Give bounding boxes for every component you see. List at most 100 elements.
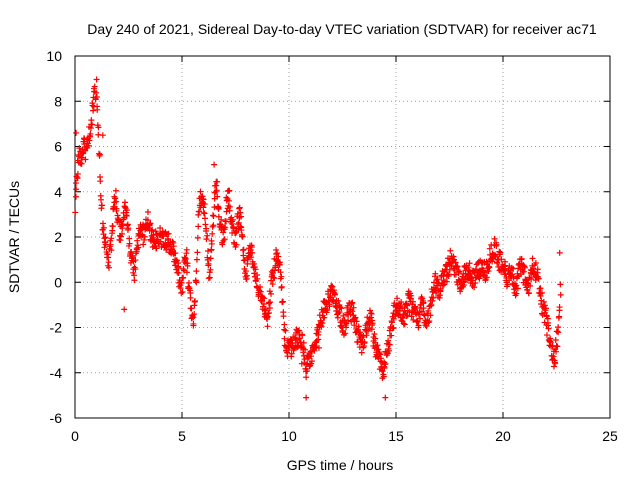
data-point — [193, 256, 200, 263]
data-point — [541, 302, 548, 309]
data-point — [501, 265, 508, 272]
data-point — [551, 363, 558, 370]
data-point — [203, 236, 210, 243]
data-point — [335, 298, 342, 305]
data-point — [349, 299, 356, 306]
data-point — [188, 305, 195, 312]
data-point — [109, 223, 116, 230]
data-point — [538, 310, 545, 317]
data-point — [537, 292, 544, 299]
data-point — [532, 259, 539, 266]
data-point — [414, 318, 421, 325]
data-point — [215, 213, 222, 220]
data-point — [324, 307, 331, 314]
data-point — [428, 294, 435, 301]
data-point — [359, 334, 366, 341]
data-point — [238, 227, 245, 234]
data-point — [443, 278, 450, 285]
data-point — [226, 187, 233, 194]
data-point — [129, 253, 136, 260]
data-point — [213, 187, 220, 194]
data-point — [193, 279, 200, 286]
data-point — [149, 226, 156, 233]
data-point — [401, 321, 408, 328]
data-point — [483, 274, 490, 281]
data-point — [308, 358, 315, 365]
data-point — [257, 288, 264, 295]
data-point — [179, 288, 186, 295]
data-point — [436, 294, 443, 301]
data-point — [553, 348, 560, 355]
data-point — [113, 207, 120, 214]
data-point — [121, 199, 128, 206]
data-point — [296, 335, 303, 342]
data-point — [237, 209, 244, 216]
data-point — [93, 76, 100, 83]
data-point — [165, 230, 172, 237]
data-point — [170, 243, 177, 250]
data-point — [280, 313, 287, 320]
data-point — [197, 188, 204, 195]
data-point — [157, 238, 164, 245]
data-point — [528, 276, 535, 283]
data-point — [440, 281, 447, 288]
data-point — [444, 271, 451, 278]
data-point — [545, 325, 552, 332]
data-point — [345, 317, 352, 324]
data-point — [223, 218, 230, 225]
data-point — [148, 227, 155, 234]
data-point — [380, 373, 387, 380]
data-point — [267, 299, 274, 306]
data-point — [395, 311, 402, 318]
data-point — [394, 295, 401, 302]
data-point — [72, 209, 79, 216]
data-point — [378, 355, 385, 362]
data-point — [100, 224, 107, 231]
data-point — [408, 292, 415, 299]
data-point — [550, 353, 557, 360]
data-point — [193, 268, 200, 275]
data-point — [93, 89, 100, 96]
data-point — [412, 303, 419, 310]
data-point — [244, 256, 251, 263]
data-point — [152, 228, 159, 235]
data-point — [132, 266, 139, 273]
data-point — [461, 278, 468, 285]
data-point — [191, 297, 198, 304]
data-point — [173, 257, 180, 264]
data-point — [209, 230, 216, 237]
data-point — [268, 277, 275, 284]
y-tick-label: 2 — [54, 229, 62, 245]
data-point — [465, 264, 472, 271]
y-tick-label: 8 — [54, 93, 62, 109]
data-point — [265, 310, 272, 317]
data-point — [303, 394, 310, 401]
data-point — [125, 225, 132, 232]
data-point — [74, 170, 81, 177]
data-point — [506, 277, 513, 284]
data-point — [398, 298, 405, 305]
data-point — [432, 270, 439, 277]
data-point — [361, 338, 368, 345]
data-point — [327, 293, 334, 300]
data-point — [229, 216, 236, 223]
data-point — [379, 368, 386, 375]
data-point — [350, 304, 357, 311]
data-point — [510, 274, 517, 281]
data-points — [72, 76, 564, 401]
data-point — [508, 264, 515, 271]
data-point — [415, 322, 422, 329]
data-point — [226, 203, 233, 210]
data-point — [105, 264, 112, 271]
data-point — [377, 351, 384, 358]
data-point — [210, 222, 217, 229]
data-point — [429, 297, 436, 304]
data-point — [126, 235, 133, 242]
data-point — [557, 291, 564, 298]
data-point — [300, 339, 307, 346]
data-point — [382, 360, 389, 367]
data-point — [537, 285, 544, 292]
data-point — [277, 269, 284, 276]
data-point — [557, 281, 564, 288]
data-point — [207, 266, 214, 273]
